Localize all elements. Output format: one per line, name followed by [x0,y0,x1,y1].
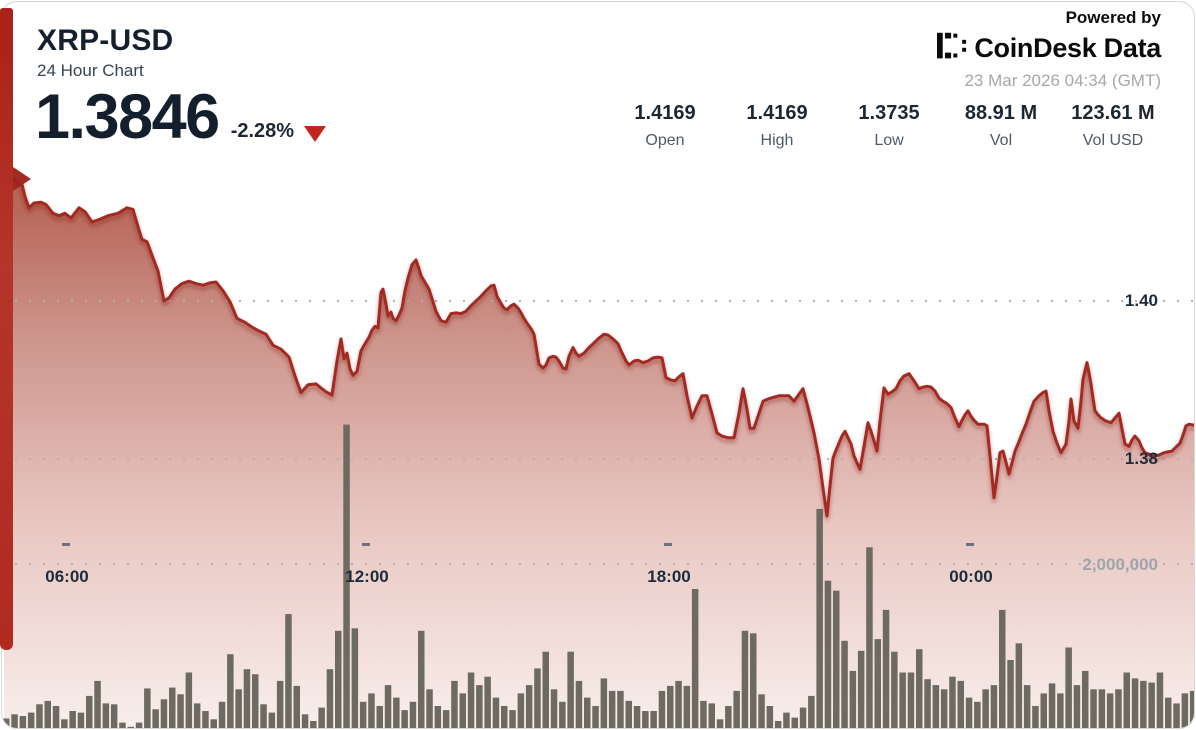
stat-low-value: 1.3735 [858,102,920,124]
stat-vol-usd-label: Vol USD [1082,132,1144,149]
price-change-percent: -2.28% [230,120,295,142]
x-axis-tick-12:00: 12:00 [345,567,389,586]
timestamp: 23 Mar 2026 04:34 (GMT) [964,71,1161,90]
ohlc-stats-row: 1.4169 Open 1.4169 High 1.3735 Low 88.91… [612,102,1166,150]
x-axis-tick-00:00: 00:00 [949,567,993,586]
current-price-row: 1.3846 -2.28% [35,82,327,152]
y-axis-tick-1.38: 1.38 [1124,449,1158,468]
stat-vol-label: Vol [989,132,1013,149]
stat-low-label: Low [874,132,904,149]
chart-subtitle: 24 Hour Chart [37,61,144,80]
stat-open-value: 1.4169 [634,102,696,124]
page-title: XRP-USD [37,24,174,57]
volume-axis-tick: 2,000,000 [1082,555,1158,574]
current-price: 1.3846 [35,82,220,152]
coindesk-data-logo-link[interactable]: CoinDesk Data [937,32,1161,65]
x-axis-tick-18:00: 18:00 [647,567,691,586]
header: XRP-USD 24 Hour Chart [37,24,173,81]
x-axis-tick-06:00: 06:00 [45,567,89,586]
stat-low: 1.3735 Low [836,102,942,150]
left-red-stripe [0,8,13,650]
coindesk-logo-icon [937,32,967,65]
stat-vol: 88.91 M Vol [948,102,1054,150]
stat-vol-value: 88.91 M [964,102,1038,124]
y-axis-tick-1.40: 1.40 [1124,291,1158,310]
powered-by-label: Powered by [1065,8,1161,27]
stat-open: 1.4169 Open [612,102,718,150]
stat-vol-usd: 123.61 M Vol USD [1060,102,1166,150]
stat-open-label: Open [645,132,685,149]
stat-high-value: 1.4169 [746,102,808,124]
branding-block: Powered by CoinDesk Data 23 Mar 202 [937,8,1161,91]
stat-high: 1.4169 High [724,102,830,150]
stat-vol-usd-value: 123.61 M [1071,102,1155,124]
stat-high-label: High [760,132,794,149]
arrow-down-icon [304,126,327,142]
coindesk-logo-text: CoinDesk Data [974,33,1161,63]
